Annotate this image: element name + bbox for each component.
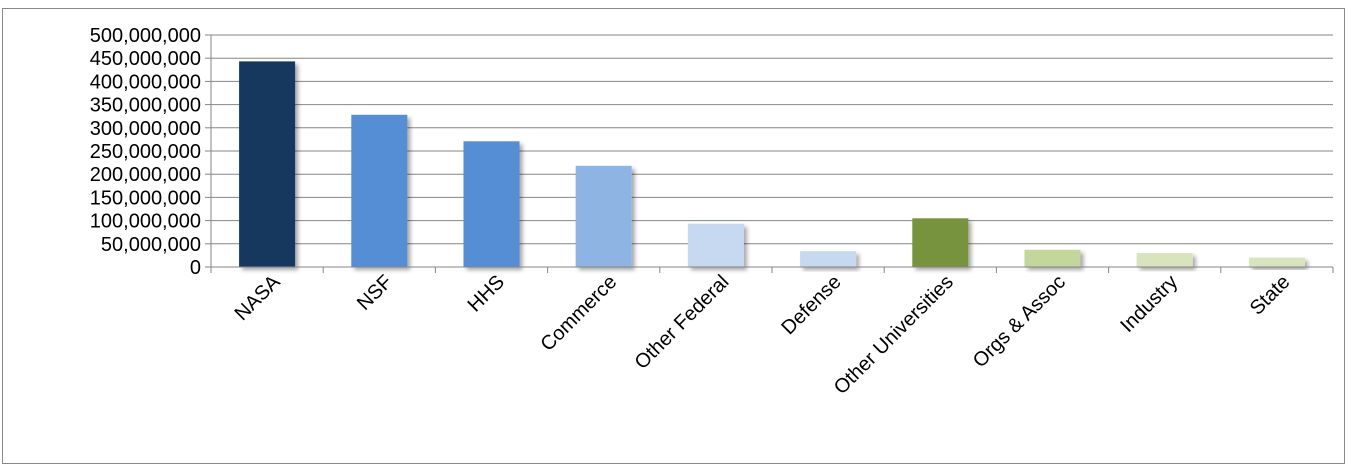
bar-defense	[800, 251, 857, 267]
y-tick-label: 100,000,000	[90, 211, 201, 233]
x-category-label: State	[1246, 271, 1295, 320]
y-tick-label: 400,000,000	[90, 71, 201, 93]
y-tick-label: 350,000,000	[90, 95, 201, 117]
x-category-label: NSF	[353, 271, 397, 315]
x-category-label: NASA	[231, 271, 286, 326]
y-tick-label: 250,000,000	[90, 141, 201, 163]
bar-state	[1248, 257, 1305, 267]
x-category-label: Defense	[777, 271, 845, 339]
y-tick-label: 150,000,000	[90, 187, 201, 209]
y-axis-tick-labels: 050,000,000100,000,000150,000,000200,000…	[90, 25, 201, 279]
y-tick-label: 50,000,000	[101, 234, 201, 256]
bar-industry	[1136, 253, 1193, 267]
bars	[239, 61, 1305, 268]
bar-chart: 050,000,000100,000,000150,000,000200,000…	[90, 25, 1334, 399]
bar-orgs-assoc	[1024, 249, 1081, 267]
x-category-label: Industry	[1116, 271, 1182, 337]
bar-other-federal	[687, 223, 744, 267]
bar-hhs	[463, 141, 520, 267]
x-category-label: HHS	[464, 271, 509, 316]
bar-nsf	[351, 114, 408, 267]
x-category-label: Other Federal	[631, 271, 734, 374]
y-tick-label: 300,000,000	[90, 118, 201, 140]
axes	[205, 34, 1334, 273]
chart-area: 0 50,000,000 100,000,000 150,000,000 200,000…	[2, 8, 1345, 464]
y-tick-label: 450,000,000	[90, 48, 201, 70]
y-tick-label: 200,000,000	[90, 164, 201, 186]
y-tick-label: 0	[190, 257, 201, 279]
bar-commerce	[575, 165, 632, 267]
y-tick-label: 500,000,000	[90, 25, 201, 47]
bar-other-universities	[912, 218, 969, 267]
x-axis-category-labels: NASA NSF HHS Commerce Other Federal DefenseOt…	[231, 271, 1295, 399]
x-category-label: Orgs & Assoc	[969, 271, 1070, 372]
x-category-label: Other Universities	[830, 271, 958, 399]
x-category-label: Commerce	[537, 271, 622, 356]
bar-nasa	[239, 61, 296, 268]
